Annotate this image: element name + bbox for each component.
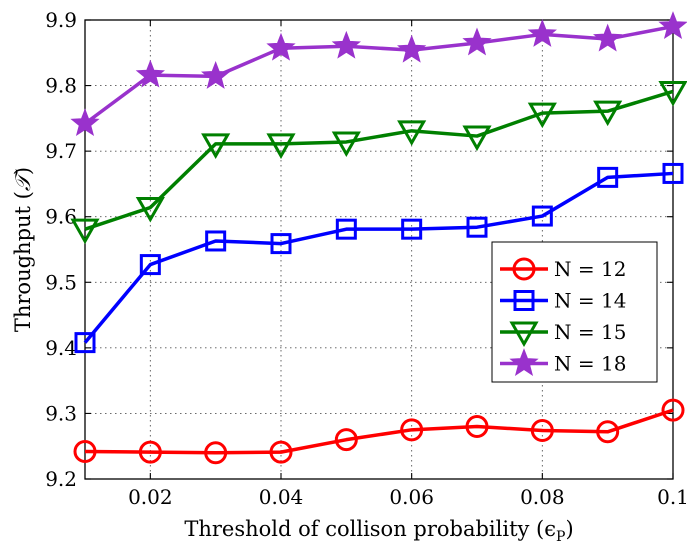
y-tick-label: 9.4	[45, 336, 77, 360]
x-tick-label: 0.08	[520, 485, 565, 509]
legend-item: N = 12	[500, 257, 626, 281]
y-tick-label: 9.5	[45, 270, 77, 294]
data-point	[331, 30, 361, 59]
y-tick-label: 9.8	[45, 74, 77, 98]
data-point	[135, 197, 165, 223]
data-point	[204, 441, 228, 465]
data-point	[531, 205, 553, 227]
data-point	[597, 166, 619, 188]
x-tick-label: 0.04	[259, 485, 304, 509]
data-point	[397, 120, 427, 146]
axis-ticks: 0.02 0.04 0.06 0.08 0.1 9.2 9.3 9.4 9.5 9.6 9.7 9.8…	[45, 8, 687, 509]
legend-marker	[509, 348, 539, 376]
series-line	[83, 171, 674, 344]
legend-label: N = 18	[554, 352, 626, 376]
data-point	[593, 100, 623, 127]
series-group	[70, 11, 687, 465]
series-n-18	[70, 11, 687, 137]
legend-marker	[509, 321, 539, 348]
y-tick-label: 9.6	[45, 205, 77, 229]
data-point	[135, 59, 165, 88]
data-point	[658, 80, 687, 107]
series-line	[83, 24, 674, 126]
series-n-15	[70, 80, 687, 245]
data-point	[662, 162, 684, 184]
series-line	[84, 89, 674, 231]
data-point	[201, 133, 231, 159]
x-tick-label: 0.06	[389, 485, 434, 509]
data-point	[74, 332, 96, 354]
data-point	[400, 418, 424, 442]
legend-marker	[512, 257, 536, 281]
data-point	[462, 125, 492, 152]
data-point	[138, 440, 162, 464]
data-point	[269, 440, 293, 464]
y-tick-label: 9.7	[45, 139, 77, 163]
data-point	[527, 102, 557, 129]
data-point	[335, 218, 357, 240]
data-point	[530, 418, 554, 442]
data-point	[593, 23, 623, 52]
series-line	[84, 408, 674, 455]
data-point	[401, 218, 423, 240]
y-tick-label: 9.2	[45, 467, 77, 491]
y-tick-label: 9.3	[45, 401, 77, 425]
data-point	[466, 216, 488, 238]
legend-item: N = 14	[500, 289, 626, 313]
legend-marker	[513, 290, 535, 311]
data-point	[661, 398, 685, 422]
x-tick-label: 0.1	[657, 485, 687, 509]
plot-frame	[84, 19, 674, 480]
series-n-14	[74, 162, 684, 354]
legend-label: N = 12	[554, 257, 626, 281]
data-point	[201, 60, 231, 89]
legend-item: N = 18	[500, 348, 626, 376]
data-point	[266, 32, 296, 61]
legend-item: N = 15	[500, 320, 626, 348]
data-point	[334, 428, 358, 452]
data-point	[527, 19, 557, 47]
data-point	[139, 254, 161, 276]
data-point	[73, 439, 97, 463]
data-point	[658, 11, 687, 40]
data-point	[397, 34, 427, 63]
legend-label: N = 15	[554, 320, 626, 344]
legend-label: N = 14	[554, 289, 626, 313]
x-axis-label: Threshold of collison probability (ϵP)	[184, 517, 573, 545]
y-axis-label: Throughput (𝒯)	[11, 167, 35, 332]
data-point	[70, 218, 100, 245]
data-point	[331, 131, 361, 157]
data-point	[462, 27, 492, 56]
data-point	[596, 420, 620, 444]
data-point	[465, 415, 489, 439]
data-point	[205, 230, 227, 252]
legend: N = 12 N = 14 N = 15 N = 18	[491, 241, 658, 383]
data-point	[270, 233, 292, 255]
y-tick-label: 9.9	[45, 8, 77, 32]
data-point	[266, 133, 296, 159]
series-n-12	[73, 398, 685, 465]
x-tick-label: 0.02	[128, 485, 173, 509]
data-point	[70, 108, 100, 137]
